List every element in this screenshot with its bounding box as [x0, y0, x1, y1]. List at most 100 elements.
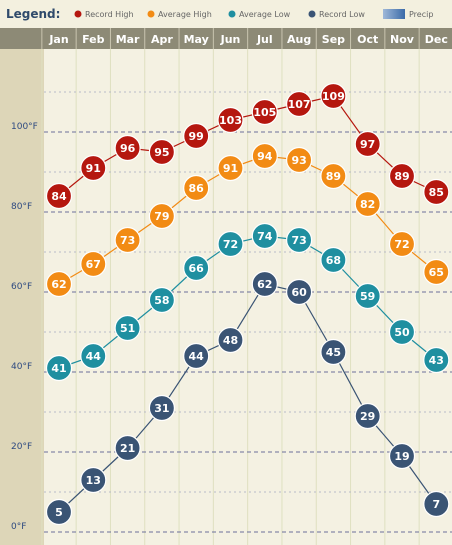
data-point: [251, 270, 278, 298]
data-point: [217, 154, 244, 182]
data-point: [354, 282, 381, 310]
data-label: 29: [360, 410, 375, 423]
month-label: Nov: [390, 33, 415, 46]
series-record-low: 5 13 21 31 44 48 62 60 45 29 19 7: [45, 270, 450, 526]
legend-swatch-4: [308, 10, 316, 18]
y-tick-label: 0°F: [11, 522, 26, 532]
month-label: Aug: [287, 33, 311, 46]
series-layer: 84 91 96 95 99 103 105 107 109 97 89 85 62 67 73 79 86 91…: [45, 82, 450, 526]
data-label: 91: [223, 162, 238, 175]
data-point: [217, 230, 244, 258]
data-label: 73: [120, 234, 135, 247]
data-point: [80, 154, 107, 182]
data-label: 60: [291, 286, 307, 299]
data-point: [354, 130, 381, 158]
series-average-low: 41 44 51 58 66 72 74 73 68 59 50 43: [45, 222, 450, 382]
legend-swatch-precip: [383, 9, 405, 19]
legend-title: Legend:: [6, 7, 60, 21]
data-label: 79: [154, 210, 169, 223]
month-label: Jul: [256, 33, 273, 46]
data-label: 31: [154, 402, 169, 415]
data-label: 72: [223, 238, 238, 251]
data-label: 99: [189, 130, 204, 143]
grid: [41, 28, 452, 545]
month-header-bar: [0, 28, 452, 49]
month-label: Feb: [82, 33, 105, 46]
data-point: [45, 354, 73, 382]
data-point: [114, 134, 141, 162]
legend-label-3: Average Low: [239, 10, 291, 19]
data-label: 85: [429, 186, 444, 199]
month-label: Jun: [220, 33, 241, 46]
data-point: [217, 326, 244, 354]
data-label: 105: [253, 106, 276, 119]
data-label: 19: [394, 450, 409, 463]
data-point: [251, 142, 278, 170]
data-label: 91: [86, 162, 101, 175]
data-label: 65: [429, 266, 444, 279]
data-label: 107: [288, 98, 311, 111]
legend-swatch-2: [147, 10, 155, 18]
data-point: [286, 226, 313, 254]
data-label: 84: [51, 190, 67, 203]
data-point: [183, 174, 210, 202]
data-point: [320, 82, 347, 110]
legend-label-4: Record Low: [319, 10, 365, 19]
data-label: 93: [291, 154, 306, 167]
data-point: [148, 138, 175, 166]
y-tick-label: 40°F: [11, 362, 32, 372]
data-label: 50: [394, 326, 410, 339]
data-label: 51: [120, 322, 135, 335]
data-point: [148, 202, 175, 230]
data-point: [423, 258, 450, 286]
data-point: [80, 250, 107, 278]
data-point: [286, 146, 313, 174]
data-point: [251, 98, 278, 126]
data-point: [286, 278, 313, 306]
legend: Legend: Record High Average High Average Lo…: [6, 7, 433, 21]
data-label: 13: [86, 474, 101, 487]
data-label: 67: [86, 258, 101, 271]
data-point: [354, 402, 381, 430]
data-point: [251, 222, 278, 250]
data-label: 73: [291, 234, 306, 247]
data-point: [320, 246, 347, 274]
y-tick-label: 100°F: [11, 122, 38, 132]
data-point: [388, 318, 416, 346]
data-label: 41: [51, 362, 66, 375]
y-axis-labels: 0°F 20°F 40°F 60°F 80°F 100°F: [11, 122, 38, 532]
month-labels: Jan Feb Mar Apr May Jun Jul Aug Sep Oct Nov Dec: [48, 33, 448, 46]
data-label: 58: [154, 294, 169, 307]
data-label: 5: [55, 506, 63, 519]
data-point: [183, 254, 210, 282]
data-point: [114, 314, 141, 342]
data-point: [114, 226, 141, 254]
data-point: [388, 230, 416, 258]
data-point: [388, 442, 416, 470]
legend-label-2: Average High: [158, 10, 212, 19]
data-label: 45: [326, 346, 341, 359]
data-point: [320, 338, 347, 366]
legend-label-1: Record High: [85, 10, 134, 19]
data-point: [80, 466, 107, 494]
y-tick-label: 80°F: [11, 202, 32, 212]
data-label: 103: [219, 114, 242, 127]
data-label: 94: [257, 150, 273, 163]
legend-swatch-1: [74, 10, 82, 18]
month-label: May: [184, 33, 209, 46]
data-point: [183, 122, 210, 150]
y-axis-band: [0, 49, 44, 545]
data-point: [423, 490, 450, 518]
month-label: Mar: [116, 33, 140, 46]
data-label: 74: [257, 230, 273, 243]
month-label: Jan: [48, 33, 68, 46]
data-label: 89: [326, 170, 341, 183]
data-label: 82: [360, 198, 375, 211]
data-label: 21: [120, 442, 135, 455]
data-label: 97: [360, 138, 375, 151]
data-label: 62: [51, 278, 66, 291]
data-label: 96: [120, 142, 136, 155]
data-label: 59: [360, 290, 375, 303]
